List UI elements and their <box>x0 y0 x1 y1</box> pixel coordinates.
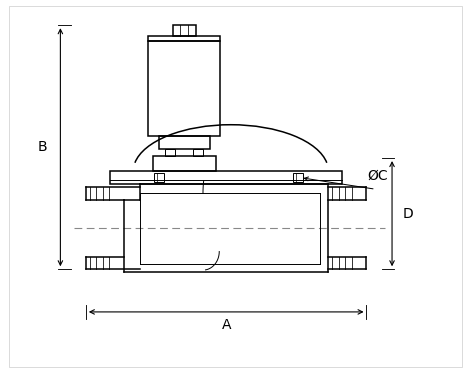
Bar <box>154 173 164 182</box>
Bar <box>193 149 203 156</box>
Bar <box>173 25 196 35</box>
Bar <box>110 171 342 184</box>
Text: B: B <box>38 140 48 154</box>
Bar <box>148 41 220 137</box>
Text: A: A <box>221 318 231 332</box>
Bar <box>165 149 175 156</box>
Text: D: D <box>403 207 414 221</box>
Bar <box>148 35 220 41</box>
Bar <box>293 173 303 182</box>
Bar <box>159 137 210 149</box>
Bar <box>153 156 216 171</box>
Text: ØC: ØC <box>368 168 389 182</box>
